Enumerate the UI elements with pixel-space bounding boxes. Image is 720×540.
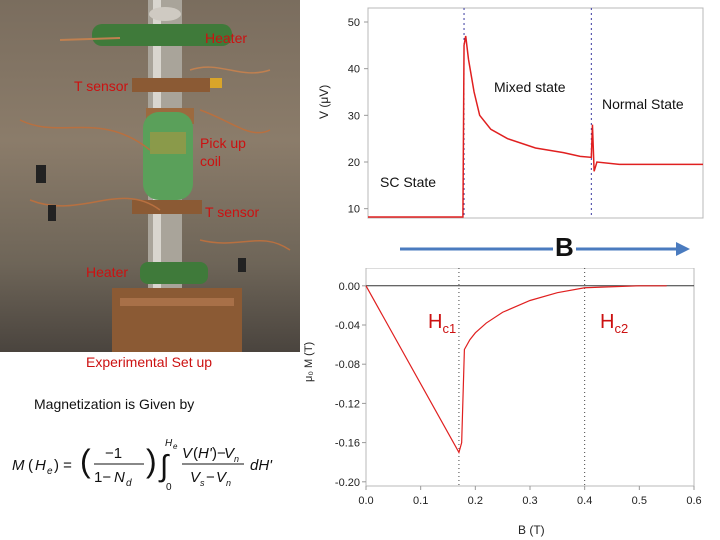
magnetization-x-tick-label: 0.0 xyxy=(358,495,373,507)
pickup-coil-line2: coil xyxy=(200,153,222,169)
field-arrow xyxy=(400,242,690,256)
magnetization-plot-area xyxy=(365,268,695,487)
pickup-coil-line1: Pick up xyxy=(200,135,246,151)
svg-text:e: e xyxy=(47,466,53,477)
magnetization-x-tick-label: 0.5 xyxy=(632,495,647,507)
svg-text:d: d xyxy=(126,478,132,489)
magnetization-x-tick-label: 0.2 xyxy=(468,495,483,507)
magnetization-x-axis-label: B (T) xyxy=(518,523,545,537)
magnetization-series-line xyxy=(365,285,667,454)
voltage-plot-area xyxy=(367,7,704,219)
sc-state-annotation: SC State xyxy=(380,174,436,190)
setup-illustration xyxy=(19,0,291,352)
magnetization-y-ticks: 0.00 -0.04 -0.08 -0.12 -0.16 -0.20 xyxy=(335,281,366,489)
magnetization-chart: 0.00-0.04-0.08-0.12-0.16-0.20 0.0 0.1 0.2 0… xyxy=(303,268,702,537)
t-sensor-top-label: T sensor xyxy=(74,78,129,94)
normal-state-annotation: Normal State xyxy=(602,96,684,112)
field-arrow-head xyxy=(676,242,690,256)
magnetization-y-tick-label: -0.12 xyxy=(335,398,360,410)
magnetization-x-ticks: 0.0 0.1 0.2 0.3 0.4 0.5 0.6 xyxy=(358,486,702,507)
voltage-series-line xyxy=(368,35,703,218)
magnetization-x-tick-label: 0.1 xyxy=(413,495,428,507)
svg-text:V: V xyxy=(190,469,202,486)
mixed-state-annotation: Mixed state xyxy=(494,79,566,95)
voltage-y-tick-label: 10 xyxy=(348,204,360,216)
svg-text:s: s xyxy=(200,478,205,488)
magnetization-x-tick-label: 0.3 xyxy=(522,495,537,507)
svg-text:−1: −1 xyxy=(105,445,122,462)
field-b-label: B xyxy=(553,232,576,263)
svg-text:M: M xyxy=(12,457,25,474)
t-sensor-bottom-label: T sensor xyxy=(205,204,260,220)
svg-text:H: H xyxy=(35,457,46,474)
voltage-y-tick-label: 40 xyxy=(348,64,360,76)
magnetization-y-tick-label: -0.20 xyxy=(335,477,360,489)
pickup-coil-label: Pick up coil xyxy=(200,134,246,170)
magnetization-x-tick-label: 0.6 xyxy=(686,495,701,507)
svg-text:V: V xyxy=(182,445,194,462)
svg-text:(: ( xyxy=(193,445,198,462)
setup-caption: Experimental Set up xyxy=(86,354,213,370)
svg-text:e: e xyxy=(173,442,178,451)
svg-text:∫: ∫ xyxy=(158,450,170,483)
magnetization-y-tick-label: -0.16 xyxy=(335,438,360,450)
setup-photo xyxy=(0,0,300,352)
svg-text:n: n xyxy=(226,478,231,488)
svg-text:1−: 1− xyxy=(94,469,111,486)
voltage-y-axis-label: V (μV) xyxy=(318,85,331,119)
svg-text:(: ( xyxy=(80,443,91,479)
voltage-y-tick-label: 50 xyxy=(348,17,360,29)
svg-text:dH': dH' xyxy=(250,457,273,474)
svg-text:0: 0 xyxy=(166,482,172,493)
heater-bottom-label: Heater xyxy=(86,264,129,280)
voltage-chart: 10 20 30 40 50 V (μV) Mixed state Normal Sta… xyxy=(318,7,704,219)
svg-text:V: V xyxy=(224,445,236,462)
svg-text:): ) xyxy=(146,443,157,479)
svg-text:−: − xyxy=(206,469,215,486)
svg-text:H': H' xyxy=(198,445,213,462)
voltage-y-tick-label: 30 xyxy=(348,110,360,122)
formula-intro: Magnetization is Given by xyxy=(34,396,195,412)
svg-text:)−: )− xyxy=(212,445,226,462)
svg-text:(: ( xyxy=(28,457,33,474)
svg-text:H: H xyxy=(165,438,173,449)
magnetization-x-tick-label: 0.4 xyxy=(577,495,592,507)
magnetization-y-tick-label: -0.04 xyxy=(335,320,360,332)
voltage-y-tick-label: 20 xyxy=(348,157,360,169)
svg-text:n: n xyxy=(234,454,239,464)
voltage-y-ticks: 10 20 30 40 50 xyxy=(348,17,368,216)
svg-text:) =: ) = xyxy=(54,457,72,474)
svg-text:V: V xyxy=(216,469,228,486)
magnetization-y-tick-label: -0.08 xyxy=(335,359,360,371)
magnetization-formula: M ( H e ) = ( −1 1− N d ) ∫ H e 0 V ( H'… xyxy=(12,438,273,493)
magnetization-y-axis-label: μ₀ M (T) xyxy=(303,342,315,382)
svg-text:N: N xyxy=(114,469,125,486)
magnetization-y-tick-label: 0.00 xyxy=(339,281,360,293)
heater-top-label: Heater xyxy=(205,30,248,46)
